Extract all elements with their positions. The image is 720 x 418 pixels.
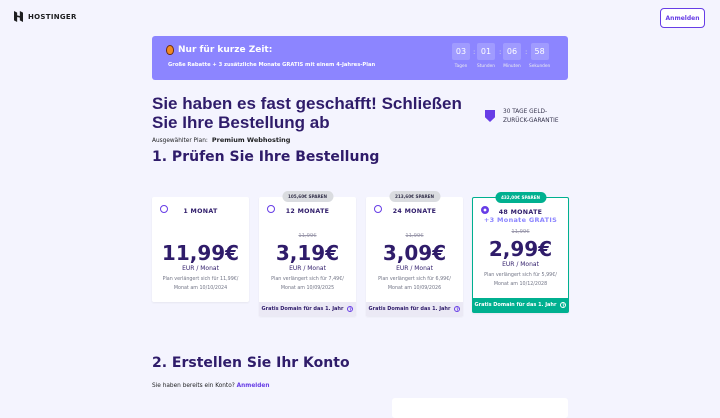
plan-value: Premium Webhosting [211, 136, 291, 144]
account-panel [392, 398, 568, 418]
renewal-note: Plan verlängert sich für 5,99€/ Monat am… [484, 273, 557, 287]
old-price: 11,99€ [511, 229, 530, 235]
shield-check-icon [485, 110, 495, 122]
plan-period: 24 MONATE [392, 208, 437, 215]
countdown-separator: : [525, 48, 528, 56]
brand-logo[interactable]: HOSTINGER [14, 11, 77, 22]
free-domain-text: Gratis Domain für das 1. Jahr [368, 306, 451, 312]
plan-price: 3,19€ [275, 241, 340, 265]
free-domain-text: Gratis Domain für das 1. Jahr [261, 306, 344, 312]
countdown-value: 03 [452, 43, 470, 60]
plan-card-1-month[interactable]: 1 MONAT 11,99€ EUR / Monat Plan verlänge… [152, 197, 249, 302]
savings-badge: 105,60€ SPAREN [281, 191, 334, 202]
savings-badge: 213,60€ SPAREN [388, 191, 441, 202]
price-unit: EUR / Monat [396, 265, 433, 272]
plan-price: 3,09€ [382, 241, 447, 265]
countdown-value: 58 [530, 43, 549, 60]
page-title: Sie haben es fast geschafft! Schließen S… [152, 94, 462, 132]
guarantee-text: 30 TAGE GELD-ZURÜCK-GARANTIE [503, 109, 559, 124]
plan-card-24-months[interactable]: 213,60€ SPAREN 24 MONATE 11,99€ 3,09€ EU… [366, 191, 463, 316]
help-icon[interactable]: ? [347, 306, 354, 312]
countdown-hours: 01 Stunden [477, 43, 495, 69]
countdown-value: 06 [503, 43, 521, 60]
price-unit: EUR / Monat [502, 261, 539, 268]
plan-radio[interactable] [374, 205, 382, 213]
plan-footer: Gratis Domain für das 1. Jahr? [259, 302, 356, 316]
renewal-note: Plan verlängert sich für 6,99€/ Monat am… [378, 277, 451, 291]
plan-period: 1 MONAT [183, 208, 218, 215]
countdown-label: Minuten [503, 64, 521, 69]
fire-icon [166, 45, 174, 55]
brand-name: HOSTINGER [28, 12, 77, 21]
savings-badge: 432,00€ SPAREN [494, 192, 547, 203]
plan-card-48-months[interactable]: 432,00€ SPAREN 48 MONATE +3 Monate GRATI… [472, 192, 569, 313]
countdown-label: Sekunden [529, 64, 551, 69]
have-account-text: Sie haben bereits ein Konto? [152, 383, 235, 389]
free-domain-text: Gratis Domain für das 1. Jahr [474, 302, 557, 308]
plan-period: 48 MONATE [498, 209, 543, 216]
plan-period: 12 MONATE [285, 208, 330, 215]
plan-price: 11,99€ [161, 241, 240, 265]
renewal-note: Plan verlängert sich für 7,49€/ Monat am… [271, 277, 344, 291]
plan-card-12-months[interactable]: 105,60€ SPAREN 12 MONATE 11,99€ 3,19€ EU… [259, 191, 356, 316]
section-review-title: 1. Prüfen Sie Ihre Bestellung [152, 149, 380, 165]
login-button[interactable]: Anmelden [660, 8, 705, 28]
plan-radio[interactable] [160, 205, 168, 213]
old-price: 11,99€ [405, 233, 424, 239]
plan-footer: Gratis Domain für das 1. Jahr? [473, 298, 568, 312]
hostinger-logo-icon [14, 11, 23, 22]
countdown-label: Tagen [454, 64, 468, 69]
countdown-days: 03 Tagen [452, 43, 470, 69]
selected-plan: Ausgewählter Plan: Premium Webhosting [152, 136, 477, 145]
promo-banner: Nur für kurze Zeit: Große Rabatte + 3 zu… [152, 36, 568, 80]
countdown-value: 01 [477, 43, 495, 60]
countdown-label: Stunden [477, 64, 495, 69]
countdown-seconds: 58 Sekunden [529, 43, 550, 69]
login-link[interactable]: Anmelden [236, 383, 270, 389]
plan-radio[interactable] [267, 205, 275, 213]
order-header: Sie haben es fast geschafft! Schließen S… [152, 94, 477, 166]
plan-footer: Gratis Domain für das 1. Jahr? [366, 302, 463, 316]
bonus-months: +3 Monate GRATIS [483, 216, 558, 224]
banner-title: Nur für kurze Zeit: [178, 45, 273, 55]
countdown-minutes: 06 Minuten [503, 43, 521, 69]
help-icon[interactable]: ? [560, 302, 567, 308]
renewal-note: Plan verlängert sich für 11,99€/ Monat a… [162, 277, 239, 291]
section-account-title: 2. Erstellen Sie Ihr Konto [152, 355, 350, 371]
plan-label: Ausgewählter Plan: [152, 138, 208, 144]
help-icon[interactable]: ? [454, 306, 461, 312]
existing-account-prompt: Sie haben bereits ein Konto? Anmelden [152, 383, 269, 389]
plan-price: 2,99€ [488, 237, 553, 261]
old-price: 11,99€ [298, 233, 317, 239]
countdown-separator: : [499, 48, 502, 56]
price-unit: EUR / Monat [182, 265, 219, 272]
countdown-separator: : [473, 48, 476, 56]
price-unit: EUR / Monat [289, 265, 326, 272]
plan-radio-selected[interactable] [481, 206, 489, 214]
old-price [152, 233, 249, 241]
banner-subtitle: Große Rabatte + 3 zusätzliche Monate GRA… [168, 62, 376, 68]
money-back-guarantee: 30 TAGE GELD-ZURÜCK-GARANTIE [485, 108, 573, 126]
